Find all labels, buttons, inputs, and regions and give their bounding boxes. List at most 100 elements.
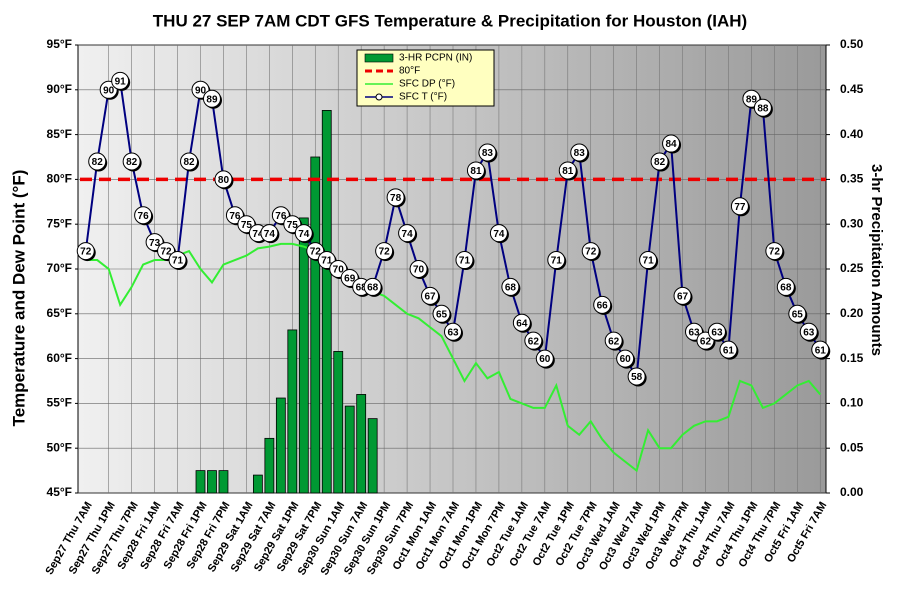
point-label: 71 — [321, 256, 333, 267]
point-marker-face — [214, 170, 233, 189]
point-marker-face — [455, 251, 474, 270]
point-marker-face — [673, 286, 692, 305]
point-marker-face — [409, 260, 428, 278]
point-label: 81 — [470, 166, 482, 177]
point-marker-face — [122, 152, 141, 171]
point-label: 66 — [597, 300, 609, 311]
point-marker-face — [501, 277, 520, 296]
precip-bar — [298, 217, 309, 494]
point-label: 74 — [252, 229, 264, 240]
point-marker-face — [444, 322, 462, 341]
y-tick-label: 70°F — [47, 261, 72, 275]
point-marker-face — [168, 251, 187, 270]
point-marker-face — [650, 152, 669, 171]
point-marker-face — [260, 224, 279, 243]
point-label: 58 — [631, 372, 643, 383]
y2-tick-label: 0.05 — [840, 440, 864, 454]
precip-bar — [264, 437, 275, 494]
precip-bar — [344, 405, 355, 494]
y-tick-label: 80°F — [47, 172, 72, 186]
point-label: 62 — [528, 336, 540, 347]
point-label: 63 — [688, 327, 700, 338]
y2-tick-label: 0.10 — [840, 396, 864, 410]
point-label: 84 — [665, 139, 677, 150]
y-tick-label: 60°F — [47, 351, 72, 365]
point-marker-face — [547, 251, 566, 270]
point-marker-face — [776, 277, 795, 296]
point-label: 60 — [620, 354, 632, 365]
series-line — [85, 242, 822, 473]
point-marker-face — [604, 331, 623, 350]
point-marker-face — [111, 71, 130, 90]
point-label: 83 — [574, 148, 586, 159]
legend-swatch — [364, 53, 394, 63]
point-label: 89 — [746, 94, 758, 105]
point-label: 90 — [195, 85, 207, 96]
point-marker-face — [202, 89, 221, 108]
point-label: 91 — [115, 76, 127, 87]
point-label: 68 — [780, 283, 792, 294]
point-label: 71 — [172, 256, 184, 267]
point-marker-face — [581, 242, 600, 261]
legend-label: 3-HR PCPN (IN) — [399, 53, 472, 64]
point-marker-face — [753, 98, 772, 117]
y-tick-label: 95°F — [47, 37, 72, 51]
point-label: 82 — [654, 157, 666, 168]
point-label: 68 — [367, 283, 379, 294]
point-label: 83 — [482, 148, 494, 159]
point-marker-face — [558, 161, 577, 180]
point-marker-face — [512, 313, 531, 332]
point-marker-face — [76, 242, 95, 261]
point-marker-face — [398, 224, 417, 243]
y-tick-label: 45°F — [47, 485, 72, 499]
y-tick-label: 85°F — [47, 127, 72, 141]
point-label: 62 — [608, 336, 620, 347]
point-label: 61 — [723, 345, 735, 356]
y-axis-title: Temperature and Dew Point (°F) — [9, 170, 28, 427]
point-label: 72 — [310, 247, 322, 258]
precip-bar — [321, 110, 332, 494]
point-marker-face — [570, 143, 589, 162]
point-marker-face — [811, 340, 830, 359]
point-label: 67 — [424, 292, 436, 303]
point-marker-face — [432, 304, 451, 323]
point-marker-face — [639, 251, 658, 270]
point-marker-face — [707, 322, 726, 341]
point-label: 65 — [792, 309, 804, 320]
point-label: 63 — [711, 327, 723, 338]
point-label: 74 — [493, 229, 505, 240]
point-marker-face — [616, 349, 635, 368]
point-label: 72 — [161, 247, 173, 258]
point-marker-face — [788, 304, 807, 323]
y2-tick-label: 0.20 — [840, 306, 864, 320]
point-label: 68 — [505, 283, 517, 294]
point-label: 68 — [356, 283, 368, 294]
legend-label: 80°F — [399, 66, 420, 77]
point-label: 82 — [183, 157, 195, 168]
precip-bar — [310, 156, 321, 494]
point-label: 72 — [769, 247, 781, 258]
point-label: 82 — [92, 157, 104, 168]
point-label: 71 — [459, 256, 471, 267]
point-marker-face — [466, 161, 485, 180]
legend-swatch-marker — [375, 93, 383, 101]
y2-tick-label: 0.30 — [840, 216, 864, 230]
point-label: 63 — [447, 327, 459, 338]
precip-bar — [252, 474, 263, 494]
point-label: 76 — [229, 211, 241, 222]
point-marker-face — [180, 152, 199, 171]
point-label: 60 — [539, 354, 551, 365]
point-label: 90 — [103, 85, 115, 96]
point-marker-face — [765, 242, 784, 261]
precip-bar — [195, 470, 206, 494]
point-label: 78 — [390, 193, 402, 204]
point-label: 64 — [516, 318, 528, 329]
y2-axis-title: 3-hr Precipitation Amounts — [868, 164, 885, 356]
point-marker-face — [593, 295, 612, 314]
point-label: 65 — [436, 309, 448, 320]
point-marker-face — [88, 152, 107, 171]
point-label: 88 — [757, 103, 769, 114]
chart-title: THU 27 SEP 7AM CDT GFS Temperature & Pre… — [153, 11, 747, 30]
point-label: 75 — [241, 220, 253, 231]
